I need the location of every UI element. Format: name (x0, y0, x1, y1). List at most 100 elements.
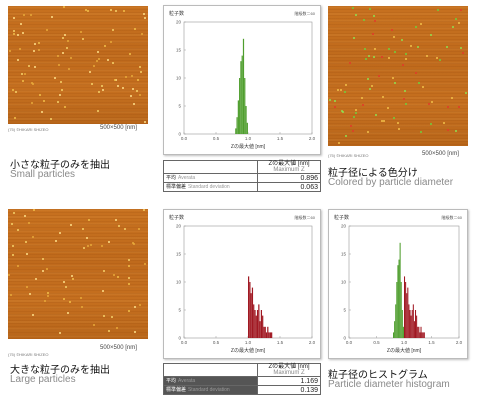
particle-dot (46, 29, 48, 31)
particle-dot (62, 37, 64, 39)
particle-dot (141, 33, 143, 35)
histogram-bar (236, 117, 238, 134)
particle-dot (9, 50, 11, 52)
histogram-bar (405, 282, 407, 338)
y-tick-label: 5 (343, 308, 346, 313)
histogram-class-count: 階級数＝60 (294, 11, 315, 16)
particle-dot (447, 129, 449, 131)
histogram-bar (249, 282, 251, 338)
particle-dot (20, 23, 22, 25)
particle-dot (93, 65, 95, 67)
particle-dot (143, 209, 145, 211)
particle-dot (115, 10, 117, 12)
histogram-bar (242, 38, 245, 134)
particle-dot (90, 244, 92, 246)
particle-dot (393, 117, 395, 119)
particle-dot (12, 245, 14, 247)
afm-image-colored (328, 6, 468, 146)
particle-dot (410, 45, 412, 47)
histogram-bar (410, 315, 412, 338)
histogram-bar (399, 242, 401, 338)
particle-dot (352, 130, 354, 132)
particle-dot (12, 254, 14, 256)
histogram-large: 粒子数 階級数＝60 0 5 10 15 20 0.0 0.5 1.0 1.5 2.0 Zの最大値 … (163, 209, 321, 359)
particle-dot (108, 241, 110, 243)
histogram-bar (264, 326, 266, 338)
particle-dot (345, 135, 347, 137)
particle-dot (341, 110, 343, 112)
particle-dot (355, 112, 357, 114)
particle-dot (33, 50, 35, 52)
particle-dot (59, 232, 61, 234)
particle-dot (458, 106, 460, 108)
particle-dot (363, 19, 365, 21)
particle-dot (388, 57, 390, 59)
particle-dot (128, 265, 130, 267)
particle-dot (365, 58, 367, 60)
particle-dot (104, 45, 106, 47)
x-tick-label: 0.5 (373, 340, 380, 345)
caption-large-en: Large particles (10, 374, 76, 385)
particle-dot (11, 223, 13, 225)
histogram-bar (265, 332, 268, 338)
particle-dot (101, 85, 103, 87)
particle-dot (340, 89, 342, 91)
particle-dot (394, 82, 396, 84)
particle-dot (33, 209, 35, 211)
particle-dot (38, 42, 40, 44)
particle-dot (28, 65, 30, 67)
histogram-bar (237, 100, 239, 134)
caption-small-ja: 小さな粒子のみを抽出 (10, 160, 110, 171)
particle-dot (42, 270, 44, 272)
particle-dot (345, 84, 347, 86)
histogram-bar (423, 332, 425, 338)
histogram-bar (422, 332, 424, 338)
particle-dot (91, 83, 93, 85)
particle-dot (405, 58, 407, 60)
particle-dot (72, 278, 74, 280)
particle-dot (98, 91, 100, 93)
particle-dot (83, 247, 85, 249)
particle-dot (71, 275, 73, 277)
particle-dot (387, 107, 389, 109)
plot-frame (183, 21, 313, 135)
particle-dot (437, 9, 439, 11)
histogram-bar (402, 326, 404, 338)
stats-average-value: 0.896 (257, 173, 321, 183)
particle-dot (342, 111, 344, 113)
particle-dot (10, 294, 12, 296)
particle-dot (430, 34, 432, 36)
particle-dot (397, 122, 399, 124)
particle-dot (378, 75, 380, 77)
particle-dot (115, 219, 117, 221)
particle-dot (405, 103, 407, 105)
particle-dot (15, 91, 17, 93)
particle-dot (107, 59, 109, 61)
particle-dot (41, 111, 43, 113)
particle-dot (134, 306, 136, 308)
particle-dot (133, 103, 135, 105)
particle-dot (19, 48, 21, 50)
particle-dot (144, 121, 146, 123)
particle-dot (31, 102, 33, 104)
particle-dot (43, 100, 45, 102)
particle-dot (144, 17, 146, 19)
particle-dot (391, 29, 393, 31)
particle-dot (17, 59, 19, 61)
particle-dot (32, 236, 34, 238)
particle-dot (22, 32, 24, 34)
particle-dot (460, 47, 462, 49)
y-tick-label: 10 (176, 76, 182, 81)
particle-dot (353, 116, 355, 118)
particle-dot (420, 131, 422, 133)
particle-dot (398, 128, 400, 130)
x-tick-label: 1.0 (245, 340, 252, 345)
y-tick-label: 20 (176, 224, 182, 229)
x-axis-label: Zの最大値 [nm] (231, 347, 266, 354)
particle-dot (25, 241, 27, 243)
x-axis-label: Zの最大値 [nm] (231, 143, 266, 150)
particle-dot (29, 293, 31, 295)
particle-dot (392, 77, 394, 79)
particle-dot (381, 56, 383, 58)
particle-dot (68, 68, 70, 70)
